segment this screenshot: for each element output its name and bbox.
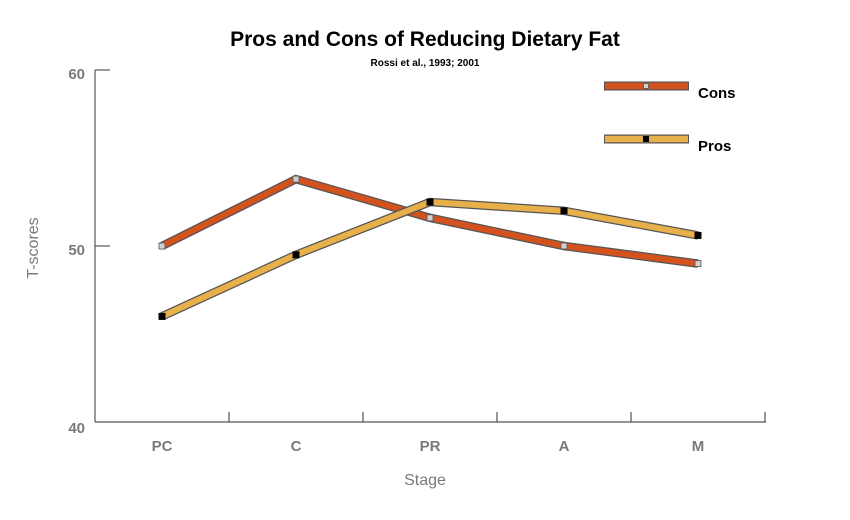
data-point-cons-m: [694, 260, 702, 268]
data-point-cons-a: [560, 242, 568, 250]
x-tick-label-a: A: [559, 438, 570, 455]
x-axis-label: Stage: [404, 472, 446, 489]
x-tick-label-pr: PR: [420, 438, 441, 455]
chart-subtitle: Rossi et al., 1993; 2001: [371, 58, 480, 69]
y-axis-label: T-scores: [25, 217, 42, 278]
data-point-pros-m: [694, 231, 702, 239]
x-tick-label-pc: PC: [152, 438, 173, 455]
data-point-pros-pr: [426, 198, 434, 206]
legend: Cons Pros: [604, 81, 736, 155]
legend-label-pros: Pros: [698, 138, 731, 155]
y-tick-label-40: 40: [68, 420, 85, 437]
legend-marker-cons: [643, 83, 649, 89]
legend-item-cons: Cons: [604, 81, 736, 102]
data-point-pros-c: [292, 251, 300, 259]
legend-label-cons: Cons: [698, 85, 736, 102]
x-axis: PC C PR A M Stage: [95, 412, 766, 489]
plot-area: [158, 174, 702, 321]
y-tick-label-50: 50: [68, 242, 85, 259]
chart-title: Pros and Cons of Reducing Dietary Fat: [230, 28, 620, 51]
x-tick-label-m: M: [692, 438, 705, 455]
data-point-cons-c: [292, 175, 300, 183]
data-point-cons-pc: [158, 242, 166, 250]
x-tick-label-c: C: [291, 438, 302, 455]
legend-marker-pros: [643, 136, 649, 142]
data-point-cons-pr: [426, 214, 434, 222]
legend-item-pros: Pros: [604, 134, 731, 155]
y-axis: 60 50 40 T-scores: [25, 66, 110, 437]
y-tick-label-60: 60: [68, 66, 85, 83]
data-point-pros-pc: [158, 312, 166, 320]
data-point-pros-a: [560, 207, 568, 215]
